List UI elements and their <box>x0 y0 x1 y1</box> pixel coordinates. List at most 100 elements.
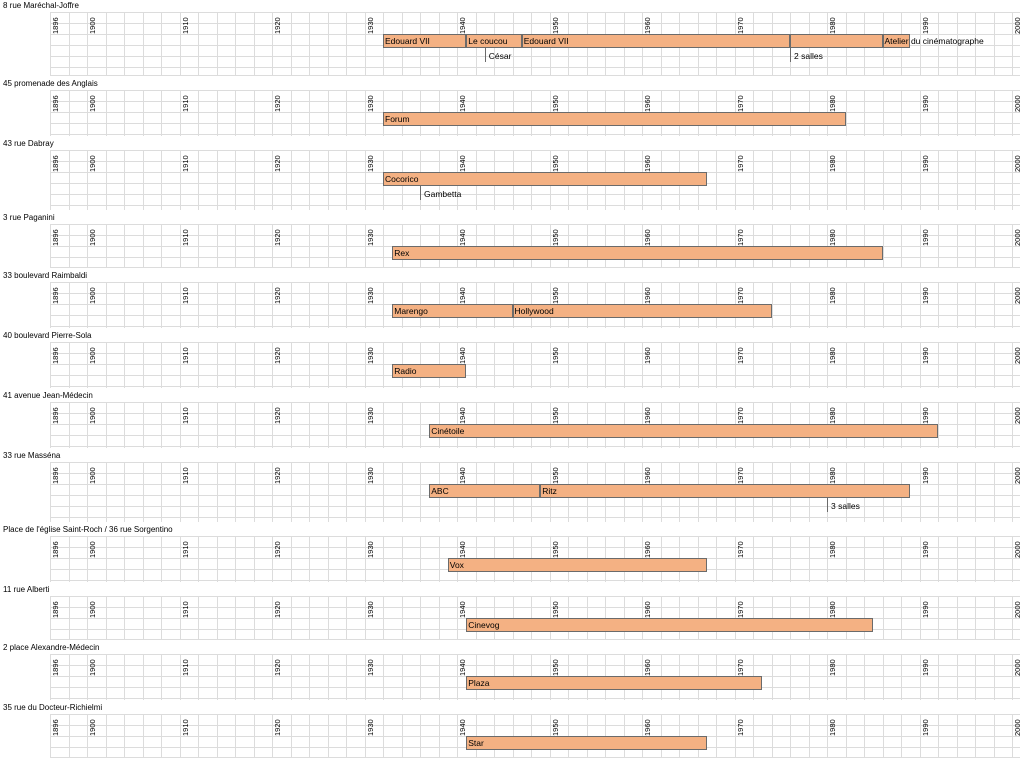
venue-address: 8 rue Maréchal-Joffre <box>3 1 79 10</box>
year-label: 1950 <box>550 95 560 112</box>
grid-row-line <box>50 134 1020 135</box>
cinema-name-label: Edouard VII <box>523 36 569 46</box>
grid-col-line <box>290 342 292 388</box>
grid-col-line <box>124 536 125 582</box>
venue-section: 33 boulevard Raimbaldi 1896 1900 1910 1920 19… <box>0 270 1024 328</box>
grid-col-line <box>938 282 939 328</box>
grid-col-line <box>290 224 292 268</box>
grid-col-line <box>309 224 310 268</box>
year-label: 1900 <box>88 287 97 304</box>
year-label: 1940 <box>458 659 467 676</box>
year-label: 1970 <box>735 467 745 484</box>
grid-col-line <box>716 342 717 388</box>
grid-col-line <box>68 224 70 268</box>
grid-col-line <box>679 342 680 388</box>
grid-col-line <box>87 342 88 388</box>
year-label: 1960 <box>643 659 652 676</box>
grid-col-line <box>253 224 255 268</box>
year-label: 1920 <box>273 95 282 112</box>
grid-col-line <box>864 282 865 328</box>
year-label: 1980 <box>828 347 837 364</box>
grid-col-line <box>808 714 810 758</box>
venue-section: 11 rue Alberti 1896 1900 1910 1920 1930 1940 19… <box>0 584 1024 640</box>
venue-section: 40 boulevard Pierre-Sola 1896 1900 1910 1920… <box>0 330 1024 388</box>
year-label: 1990 <box>920 229 930 246</box>
grid-col-line <box>864 654 865 700</box>
grid-col-line <box>198 714 199 758</box>
grid-col-line <box>87 150 88 210</box>
grid-col-line <box>50 282 51 328</box>
grid-col-line <box>179 714 181 758</box>
grid-col-line <box>938 12 939 76</box>
grid-row-line <box>50 386 1020 387</box>
grid-col-line <box>272 282 273 328</box>
venue-address: Place de l'église Saint-Roch / 36 rue So… <box>3 525 173 534</box>
grid-col-line <box>993 282 995 328</box>
grid-col-line <box>919 596 921 640</box>
grid-col-line <box>290 654 292 700</box>
cinema-name-bar <box>383 112 846 126</box>
year-label: 1960 <box>643 601 652 618</box>
grid-col-line <box>179 12 181 76</box>
grid-col-line <box>845 150 847 210</box>
year-label: 2000 <box>1013 719 1022 736</box>
grid-col-line <box>383 342 384 388</box>
year-label: 1950 <box>550 601 560 618</box>
grid-col-line <box>235 90 236 136</box>
grid-col-line <box>68 90 70 136</box>
grid-col-line <box>956 654 958 700</box>
year-label: 1900 <box>88 601 97 618</box>
grid-col-line <box>161 342 162 388</box>
year-label: 1950 <box>550 467 560 484</box>
cinema-name-label: Rex <box>394 248 410 258</box>
grid-col-line <box>346 462 347 522</box>
grid-col-line <box>161 596 162 640</box>
cinema-name-label: Edouard VII <box>385 36 430 46</box>
grid-row-line <box>50 326 1020 327</box>
year-label: 1920 <box>273 407 282 424</box>
venue-section: Place de l'église Saint-Roch / 36 rue So… <box>0 524 1024 582</box>
grid-col-line <box>734 536 736 582</box>
sub-annotation: 3 salles <box>827 498 860 512</box>
grid-col-line <box>346 654 347 700</box>
year-label: 1900 <box>88 229 97 246</box>
grid-col-line <box>216 150 218 210</box>
grid-col-line <box>956 536 958 582</box>
grid-col-line <box>845 90 847 136</box>
year-label: 1940 <box>458 541 467 558</box>
cinema-name-bar <box>790 34 883 48</box>
grid-col-line <box>179 462 181 522</box>
year-label: 1940 <box>458 229 467 246</box>
year-label: 1930 <box>365 541 375 558</box>
grid-col-line <box>919 462 921 522</box>
year-label: 1920 <box>273 155 282 172</box>
venue-section: 3 rue Paganini 1896 1900 1910 1920 1930 1940 19… <box>0 212 1024 268</box>
year-label: 2000 <box>1013 467 1022 484</box>
year-label: 1930 <box>365 601 375 618</box>
year-label: 2000 <box>1013 347 1022 364</box>
year-label: 1910 <box>180 229 190 246</box>
grid-col-line <box>882 150 884 210</box>
grid-row-line <box>50 714 1020 715</box>
grid-col-line <box>87 402 88 448</box>
grid-col-line <box>179 536 181 582</box>
year-label: 1896 <box>51 229 60 246</box>
grid-row-line <box>50 282 1020 283</box>
grid-col-line <box>808 536 810 582</box>
grid-col-line <box>124 714 125 758</box>
grid-col-line <box>975 714 976 758</box>
cinema-name-bar <box>882 34 911 48</box>
grid-col-line <box>827 714 828 758</box>
grid-col-line <box>309 596 310 640</box>
grid-col-line <box>50 714 51 758</box>
grid-col-line <box>124 462 125 522</box>
grid-col-line <box>993 654 995 700</box>
grid-col-line <box>956 462 958 522</box>
grid-col-line <box>142 402 144 448</box>
year-label: 1990 <box>920 407 930 424</box>
grid-row-line <box>50 90 1020 91</box>
grid-row-line <box>50 506 1020 507</box>
grid-col-line <box>901 596 902 640</box>
grid-col-line <box>235 342 236 388</box>
